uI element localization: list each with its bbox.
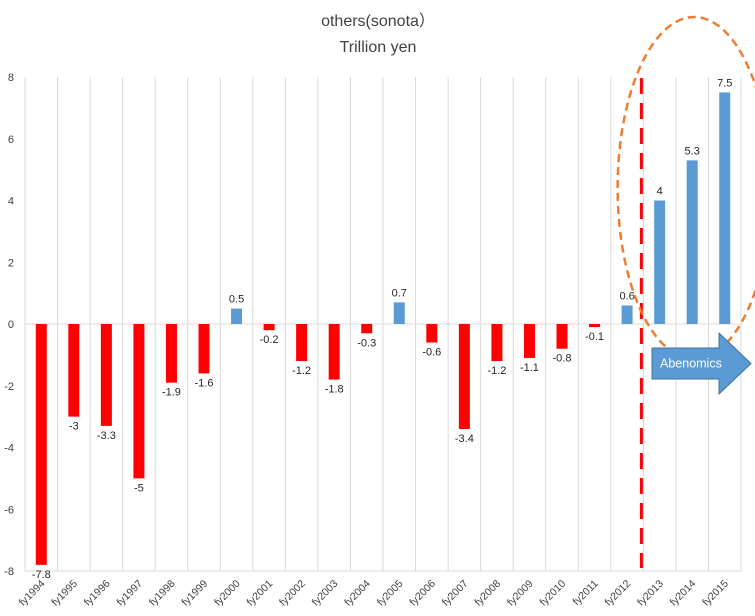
x-tick-label: fy1995: [49, 578, 80, 609]
x-tick-label: fy2008: [472, 578, 503, 609]
bar-fy1996: [100, 324, 112, 426]
x-axis-ticks: fy1994 fy1995 fy1996 fy1997 fy1998 fy1999 fy20…: [17, 578, 731, 609]
y-tick-label: -4: [4, 443, 14, 455]
y-tick-label: -8: [4, 566, 14, 578]
data-label-fy2013: 4: [657, 186, 663, 198]
x-tick-label: fy2009: [505, 578, 536, 609]
x-tick-label: fy1998: [147, 578, 178, 609]
bar-fy1995: [68, 324, 80, 417]
bar-fy1999: [198, 324, 210, 374]
x-tick-label: fy2014: [668, 578, 699, 609]
annotations: Abenomics: [616, 15, 755, 568]
x-tick-label: fy2003: [310, 578, 341, 609]
data-label-fy2002: -1.2: [292, 365, 311, 377]
y-axis-ticks: -8 -6 -4 -2 0 2 4 6 8: [4, 72, 14, 578]
chart-title: others(sonota）: [321, 12, 435, 30]
x-tick-label: fy1999: [179, 578, 210, 609]
x-tick-label: fy1994: [17, 578, 48, 609]
y-tick-label: 2: [8, 257, 14, 269]
data-label-fy1995: -3: [69, 421, 79, 433]
x-tick-label: fy1997: [114, 578, 145, 609]
bar-fy2015: [719, 92, 731, 324]
bar-fy2003: [328, 324, 340, 380]
data-label-fy2000: 0.5: [229, 294, 244, 306]
data-label-fy1999: -1.6: [195, 377, 214, 389]
bar-fy2011: [589, 324, 601, 328]
data-label-fy2009: -1.1: [520, 362, 539, 374]
data-label-fy2014: 5.3: [685, 145, 700, 157]
data-label-fy2015: 7.5: [717, 77, 732, 89]
gridlines: [24, 77, 742, 572]
x-tick-label: fy2000: [212, 578, 243, 609]
data-label-fy2012: 0.6: [619, 290, 634, 302]
x-tick-label: fy2004: [342, 578, 373, 609]
chart-subtitle: Trillion yen: [340, 39, 417, 56]
x-tick-label: fy2001: [245, 578, 276, 609]
data-label-fy2010: -0.8: [553, 353, 572, 365]
bar-fy2008: [491, 324, 503, 362]
bar-fy2002: [296, 324, 308, 362]
bar-fy2000: [231, 308, 243, 324]
data-label-fy2004: -0.3: [357, 337, 376, 349]
x-tick-label: fy2005: [375, 578, 406, 609]
bar-fy1998: [165, 324, 177, 383]
bar-fy2006: [426, 324, 438, 343]
x-tick-label: fy2012: [603, 578, 634, 609]
y-tick-label: 8: [8, 72, 14, 84]
bar-fy2007: [458, 324, 470, 429]
y-tick-label: -2: [4, 381, 14, 393]
y-tick-label: -6: [4, 504, 14, 516]
x-tick-label: fy2015: [700, 578, 731, 609]
bar-fy2014: [686, 160, 698, 324]
x-tick-label: fy2011: [571, 578, 601, 608]
data-label-fy2001: -0.2: [260, 334, 279, 346]
bar-fy2004: [361, 324, 373, 334]
data-label-fy1994: -7.8: [32, 569, 51, 581]
x-tick-label: fy2002: [277, 578, 308, 609]
y-tick-label: 4: [8, 196, 14, 208]
y-tick-label: 0: [8, 319, 14, 331]
y-tick-label: 6: [8, 134, 14, 146]
bar-fy2010: [556, 324, 568, 349]
data-label-fy2003: -1.8: [325, 384, 344, 396]
bars: [35, 92, 731, 565]
data-label-fy1997: -5: [134, 482, 144, 494]
data-label-fy2006: -0.6: [422, 347, 441, 359]
abenomics-arrow-label: Abenomics: [660, 357, 722, 371]
data-label-fy2008: -1.2: [487, 365, 506, 377]
abenomics-arrow: [651, 331, 752, 396]
data-label-fy1998: -1.9: [162, 387, 181, 399]
x-tick-label: fy2007: [440, 578, 471, 609]
data-label-fy2007: -3.4: [455, 433, 474, 445]
data-label-fy2005: 0.7: [392, 287, 407, 299]
bar-fy2009: [523, 324, 535, 358]
bar-fy1994: [35, 324, 47, 565]
bar-fy1997: [133, 324, 145, 479]
x-tick-label: fy1996: [82, 578, 113, 609]
bar-fy2001: [263, 324, 275, 331]
bar-fy2012: [621, 305, 633, 324]
bar-fy2013: [654, 200, 666, 324]
x-tick-label: fy2006: [407, 578, 438, 609]
x-tick-label: fy2013: [635, 578, 666, 609]
bar-fy2005: [393, 302, 405, 324]
data-labels: -7.8 -3 -3.3 -5 -1.9 -1.6 0.5 -0.2 -1.2 -1.8 -0.3 0…: [32, 77, 733, 580]
x-tick-label: fy2010: [537, 578, 568, 609]
data-label-fy1996: -3.3: [97, 430, 116, 442]
abenomics-ellipse: [616, 15, 755, 361]
data-label-fy2011: -0.1: [585, 331, 604, 343]
